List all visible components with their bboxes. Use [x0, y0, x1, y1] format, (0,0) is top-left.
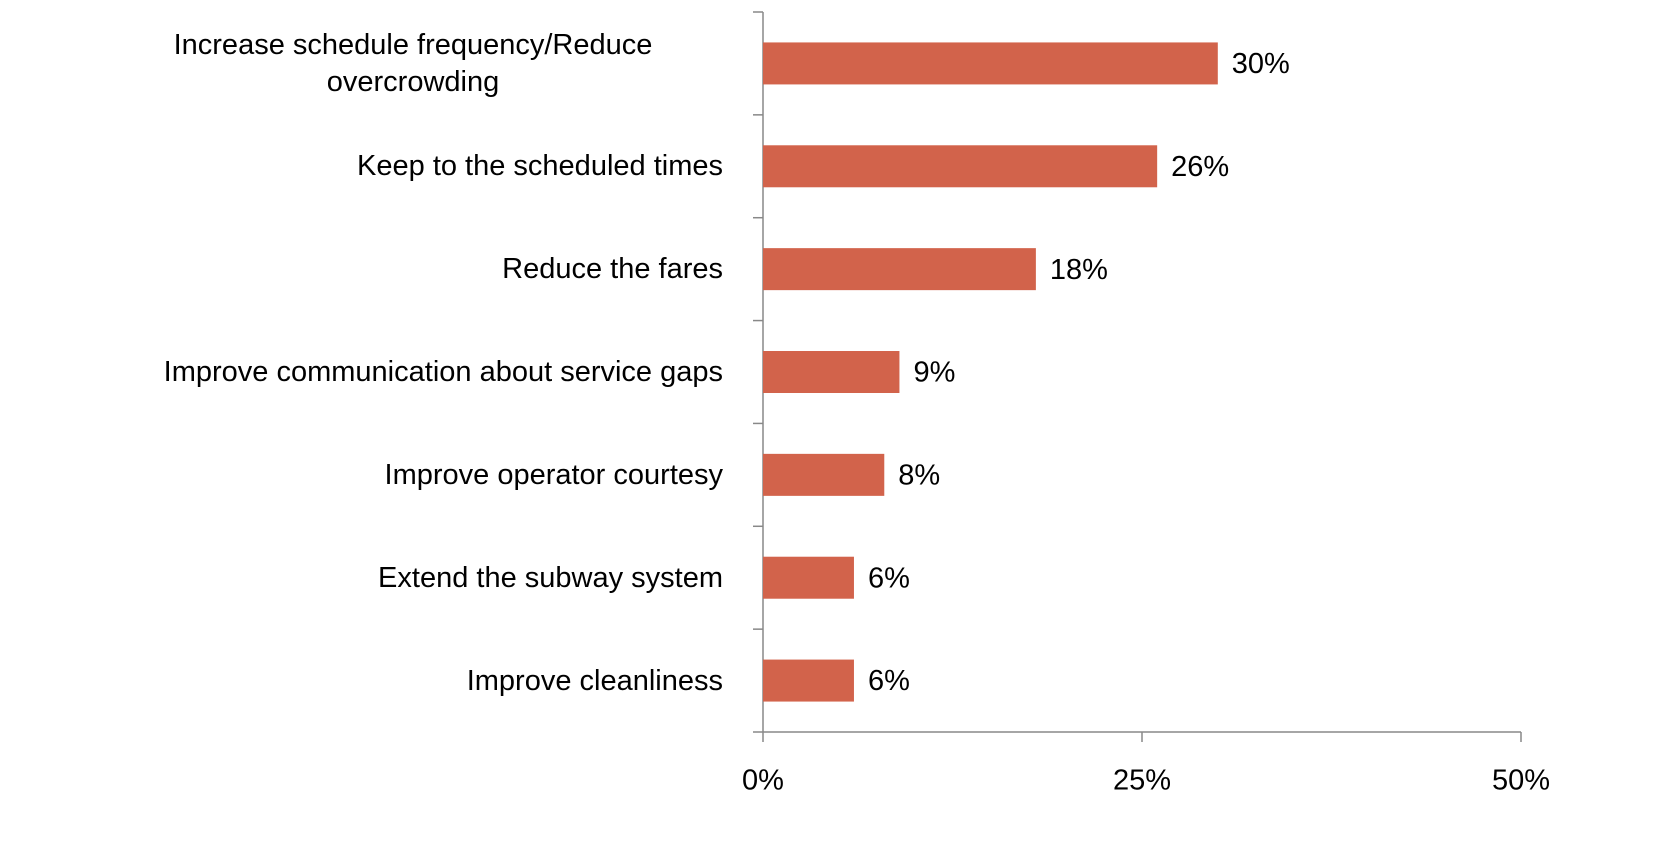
data-label: 18%	[1050, 254, 1108, 286]
category-label: Improve communication about service gaps	[163, 355, 723, 388]
x-tick-label: 0%	[742, 765, 784, 797]
bar	[763, 351, 900, 393]
category-label: Reduce the fares	[502, 253, 723, 286]
data-label: 26%	[1171, 151, 1229, 183]
bar	[763, 248, 1036, 291]
category-label: Extend the subway system	[378, 561, 723, 594]
bar	[763, 145, 1158, 188]
category-label-box: Keep to the scheduled times	[23, 148, 723, 184]
bar	[763, 42, 1218, 85]
data-label: 9%	[913, 357, 955, 389]
data-label: 8%	[898, 460, 940, 492]
category-label-box: Increase schedule frequency/Reduce overc…	[23, 27, 723, 100]
category-label-box: Improve communication about service gaps	[23, 354, 723, 390]
category-label-box: Extend the subway system	[23, 560, 723, 596]
category-label: Keep to the scheduled times	[357, 150, 723, 183]
bar	[763, 659, 854, 702]
category-label-box: Improve cleanliness	[23, 662, 723, 698]
x-tick-label: 25%	[1113, 765, 1171, 797]
category-label: Improve operator courtesy	[384, 458, 723, 491]
data-label: 30%	[1232, 48, 1290, 80]
x-tick-label: 50%	[1492, 765, 1550, 797]
category-label-box: Improve operator courtesy	[23, 457, 723, 493]
data-label: 6%	[868, 562, 910, 594]
data-label: 6%	[868, 665, 910, 697]
bar	[763, 453, 885, 496]
category-label-box: Reduce the fares	[23, 251, 723, 287]
category-label: Increase schedule frequency/Reduce overc…	[173, 29, 653, 98]
category-label: Improve cleanliness	[466, 664, 723, 697]
bar	[763, 556, 854, 599]
